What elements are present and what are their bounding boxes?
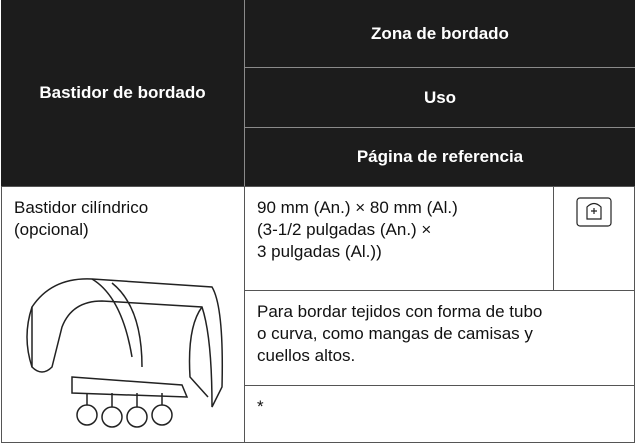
use-cell: Para bordar tejidos con forma de tubo o … (244, 290, 635, 386)
frame-cell: Bastidor cilíndrico (opcional) (1, 186, 245, 443)
use-text: cuellos altos. (257, 346, 356, 365)
header-use: Uso (245, 68, 635, 127)
zone-text: 90 mm (An.) × 80 mm (Al.) (257, 198, 458, 217)
header-separator (245, 67, 635, 68)
zone-text: (3-1/2 pulgadas (An.) × (257, 220, 432, 239)
frame-name: (opcional) (14, 220, 89, 239)
frame-name: Bastidor cilíndrico (14, 198, 149, 217)
header-page-text: Página de referencia (356, 147, 524, 166)
icon-cell (553, 186, 635, 291)
header-page: Página de referencia (245, 128, 635, 186)
header-zone-text: Zona de bordado (371, 23, 509, 43)
header-use-text: Uso (423, 87, 457, 107)
use-text: o curva, como mangas de camisas y (257, 324, 533, 343)
zone-cell: 90 mm (An.) × 80 mm (Al.) (3-1/2 pulgada… (244, 186, 554, 291)
zone-text: 3 pulgadas (Al.)) (257, 242, 382, 261)
header-divider (244, 0, 245, 186)
frame-illustration (26, 278, 224, 428)
hoop-icon (576, 197, 612, 227)
use-text: Para bordar tejidos con forma de tubo (257, 302, 543, 321)
page-cell: * (244, 385, 635, 443)
header-frame-text: Bastidor de bordado (39, 83, 206, 102)
header-separator (245, 127, 635, 128)
page-ref: * (257, 397, 264, 416)
header-frame: Bastidor de bordado (1, 0, 244, 186)
header-zone: Zona de bordado (245, 0, 635, 67)
